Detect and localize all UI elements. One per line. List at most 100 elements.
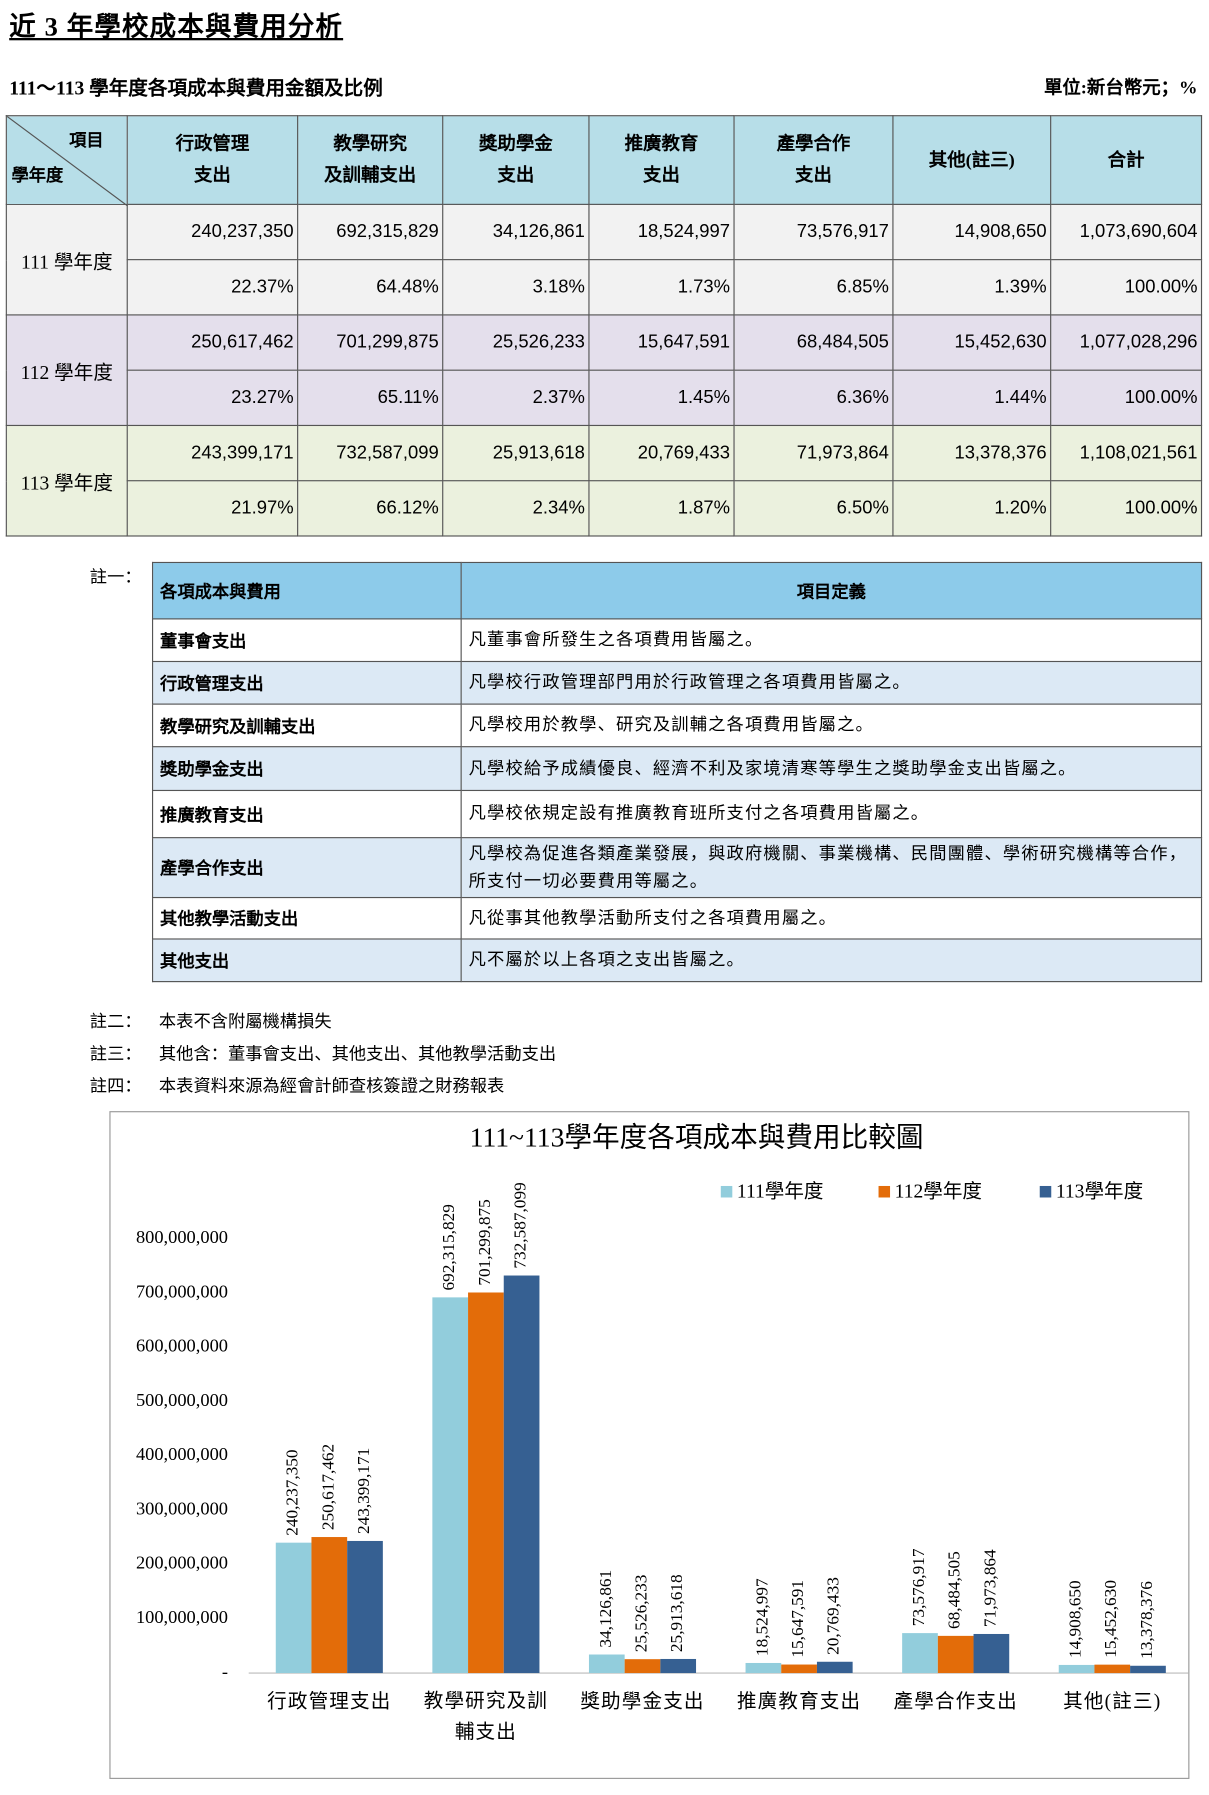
year-cell: 112 學年度 [5, 314, 128, 427]
item-definition: 凡學校行政管理部門用於行政管理之各項費用皆屬之。 [460, 660, 1203, 705]
y-tick-label: - [222, 1661, 228, 1681]
column-header: 獎助學金 支出 [442, 115, 590, 205]
legend-swatch [1039, 1185, 1052, 1198]
definition-table: 各項成本與費用 項目定義 董事會支出 凡董事會所發生之各項費用皆屬之。 行政管理支出 凡學… [151, 561, 1203, 983]
percent-cell: 1.44% [892, 369, 1052, 427]
percent-row: 22.37% 64.48% 3.18% 1.73% 6.85% 1.39% 100.00% [6, 259, 1203, 316]
bar [816, 1661, 853, 1674]
amount-cell: 240,237,350 [126, 203, 299, 261]
header-row: 各項成本與費用 項目定義 [151, 561, 1203, 620]
item-name: 產學合作支出 [151, 837, 462, 899]
amount-cell: 73,576,917 [733, 203, 894, 261]
header-cell: 各項成本與費用 [151, 561, 462, 620]
amount-cell: 692,315,829 [297, 203, 444, 261]
definition-row: 獎助學金支出 凡學校給予成績優良、經濟不利及家境清寒等學生之獎助學金支出皆屬之。 [151, 746, 1203, 792]
value-label: 73,576,917 [909, 1548, 928, 1626]
amount-cell: 15,647,591 [588, 314, 735, 371]
definition-row: 推廣教育支出 凡學校依規定設有推廣教育班所支付之各項費用皆屬之。 [151, 789, 1203, 839]
column-header: 產學合作 支出 [733, 115, 894, 205]
amount-cell: 701,299,875 [297, 314, 444, 371]
bar [1130, 1665, 1166, 1674]
amount-cell: 732,587,099 [297, 424, 444, 482]
amount-cell: 18,524,997 [588, 203, 735, 261]
amount-cell: 1,077,028,296 [1050, 314, 1203, 371]
amount-cell: 20,769,433 [588, 424, 735, 482]
y-tick-label: 100,000,000 [136, 1607, 228, 1627]
note-text: 其他含：董事會支出、其他支出、其他教學活動支出 [158, 1045, 557, 1064]
percent-cell: 64.48% [297, 259, 444, 316]
amount-cell: 71,973,864 [733, 424, 894, 482]
column-header: 其他(註三) [892, 115, 1052, 205]
value-label: 18,524,997 [752, 1578, 771, 1656]
value-label: 14,908,650 [1066, 1580, 1085, 1658]
cost-table: 項目 學年度 行政管理 支出 教學研究 及訓輔支出 獎助學金 支出 推廣教育 支出 產學合作… [5, 115, 1203, 537]
amount-row: 112 學年度 250,617,462 701,299,875 25,526,233 1… [5, 314, 1203, 427]
amount-cell: 25,913,618 [442, 424, 590, 482]
percent-row: 21.97% 66.12% 2.34% 1.87% 6.50% 1.20% 100.00% [6, 480, 1203, 537]
percent-row: 23.27% 65.11% 2.37% 1.45% 6.36% 1.44% 100.00% [6, 369, 1203, 427]
legend-swatch [720, 1185, 733, 1198]
value-label: 732,587,099 [511, 1182, 530, 1268]
definition-row: 其他支出 凡不屬於以上各項之支出皆屬之。 [151, 938, 1203, 983]
x-tick-label: 推廣教育支出 [737, 1690, 861, 1712]
bar [973, 1633, 1010, 1674]
y-tick-label: 700,000,000 [136, 1281, 228, 1301]
item-definition: 凡學校為促進各類產業發展，與政府機關、事業機構、民間團體、學術研究機構等合作，所… [460, 837, 1203, 899]
value-label: 15,452,630 [1101, 1580, 1120, 1658]
item-name: 其他教學活動支出 [151, 896, 462, 940]
note-text: 本表資料來源為經會計師查核簽證之財務報表 [158, 1077, 505, 1097]
value-label: 20,769,433 [824, 1577, 843, 1655]
value-label: 68,484,505 [945, 1551, 964, 1629]
item-name: 獎助學金支出 [151, 746, 462, 792]
value-label: 71,973,864 [980, 1549, 999, 1627]
value-label: 240,237,350 [283, 1449, 302, 1535]
bar [902, 1633, 938, 1674]
subtitle: 111～113 學年度各項成本與費用金額及比例 [9, 77, 383, 100]
bar [347, 1540, 383, 1674]
diagonal-line [6, 116, 128, 207]
percent-cell: 3.18% [442, 259, 590, 316]
percent-cell: 1.87% [588, 480, 735, 537]
amount-cell: 250,617,462 [126, 314, 299, 371]
y-tick-label: 400,000,000 [136, 1444, 228, 1464]
amount-cell: 13,378,376 [892, 424, 1052, 482]
value-label: 15,647,591 [788, 1580, 807, 1658]
percent-cell: 100.00% [1050, 369, 1203, 427]
x-tick-label: 行政管理支出 [267, 1690, 391, 1712]
percent-cell: 22.37% [126, 259, 299, 316]
bar [503, 1275, 540, 1674]
note-label: 註三： [89, 1045, 142, 1064]
amount-cell: 243,399,171 [126, 424, 299, 482]
y-tick-label: 300,000,000 [136, 1498, 228, 1518]
definition-row: 行政管理支出 凡學校行政管理部門用於行政管理之各項費用皆屬之。 [151, 660, 1203, 705]
amount-cell: 34,126,861 [442, 203, 590, 261]
item-definition: 凡從事其他教學活動所支付之各項費用屬之。 [460, 896, 1203, 940]
percent-cell: 1.20% [892, 480, 1052, 537]
year-cell: 111 學年度 [5, 203, 128, 316]
definition-row: 產學合作支出 凡學校為促進各類產業發展，與政府機關、事業機構、民間團體、學術研究機… [151, 837, 1203, 899]
year-cell: 113 學年度 [5, 424, 128, 537]
item-definition: 凡學校用於教學、研究及訓輔之各項費用皆屬之。 [460, 703, 1203, 748]
amount-cell: 14,908,650 [892, 203, 1052, 261]
percent-cell: 6.36% [733, 369, 894, 427]
note-label: 註四： [89, 1077, 142, 1097]
amount-cell: 15,452,630 [892, 314, 1052, 371]
bar [624, 1659, 661, 1674]
item-name: 教學研究及訓輔支出 [151, 703, 462, 748]
legend-label: 113學年度 [1056, 1180, 1143, 1202]
item-definition: 凡學校依規定設有推廣教育班所支付之各項費用皆屬之。 [460, 789, 1203, 839]
legend-swatch [878, 1185, 891, 1198]
definition-row: 董事會支出 凡董事會所發生之各項費用皆屬之。 [151, 618, 1203, 663]
value-label: 34,126,861 [596, 1570, 615, 1648]
bar [588, 1654, 625, 1674]
percent-cell: 2.34% [442, 480, 590, 537]
unit: 單位:新台幣元；% [1043, 78, 1198, 98]
column-header: 推廣教育 支出 [588, 115, 735, 205]
amount-row: 111 學年度 240,237,350 692,315,829 34,126,861 1… [5, 203, 1203, 316]
y-tick-label: 600,000,000 [136, 1336, 228, 1356]
amount-row: 113 學年度 243,399,171 732,587,099 25,913,618 2… [5, 424, 1203, 537]
bar [311, 1537, 348, 1674]
amount-cell: 68,484,505 [733, 314, 894, 371]
value-label: 25,526,233 [631, 1575, 650, 1653]
